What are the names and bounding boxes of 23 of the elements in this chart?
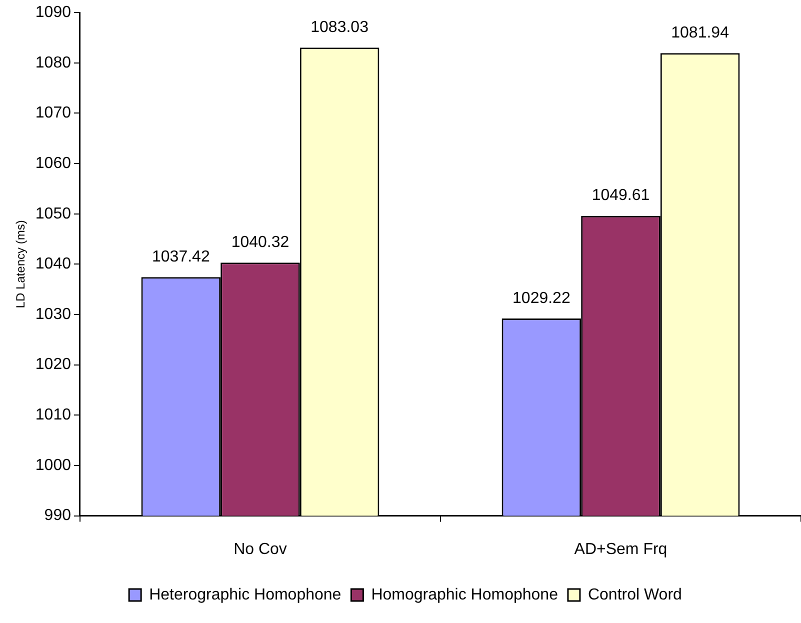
y-tick-label: 1020 xyxy=(35,356,72,374)
legend-label: Homographic Homophone xyxy=(371,586,558,604)
y-tick-label: 1010 xyxy=(35,406,72,424)
data-label: 1083.03 xyxy=(310,19,369,36)
x-tick-label: No Cov xyxy=(234,540,287,558)
y-tick-label: 1070 xyxy=(35,104,72,122)
y-axis-title: LD Latency (ms) xyxy=(14,220,28,308)
data-label: 1040.32 xyxy=(231,234,290,251)
data-label: 1081.94 xyxy=(671,24,730,42)
y-tick-label: 1030 xyxy=(35,306,72,323)
data-label: 1049.61 xyxy=(592,187,650,204)
x-tick-label: AD+Sem Frq xyxy=(574,540,668,558)
y-tick-label: 1040 xyxy=(35,256,72,273)
legend-label: Control Word xyxy=(588,586,682,604)
data-label: 1029.22 xyxy=(512,290,570,307)
data-label: 1037.42 xyxy=(152,248,210,266)
y-tick-label: 1050 xyxy=(35,205,72,222)
y-tick-label: 1000 xyxy=(35,456,72,474)
y-tick-label: 990 xyxy=(44,507,72,524)
y-tick-label: 1090 xyxy=(35,4,72,22)
y-tick-label: 1080 xyxy=(35,54,72,72)
y-tick-label: 1060 xyxy=(35,154,72,172)
legend-label: Heterographic Homophone xyxy=(149,586,342,604)
